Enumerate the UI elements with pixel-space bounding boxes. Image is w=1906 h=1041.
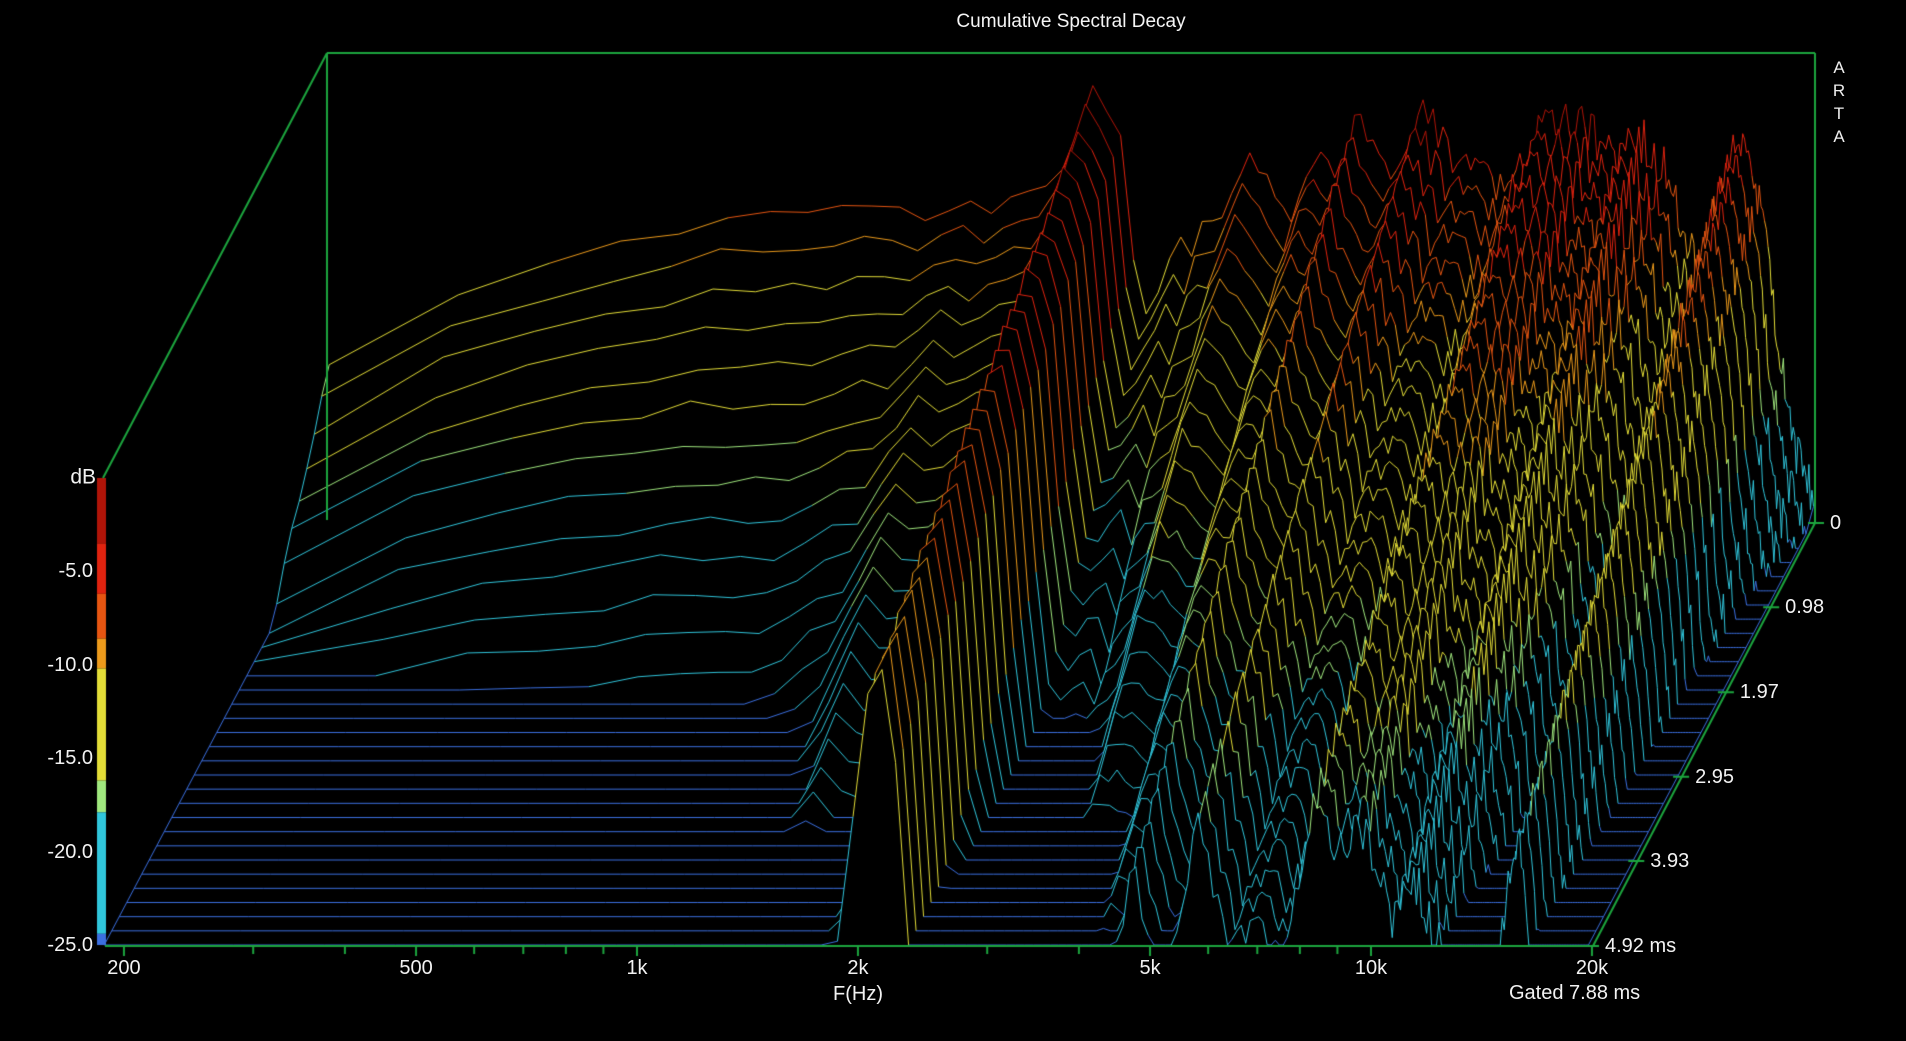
freq-axis-label: F(Hz) — [833, 983, 883, 1005]
gate-time-label: Gated 7.88 ms — [1509, 982, 1641, 1004]
freq-tick-label-2k: 2k — [847, 957, 869, 979]
arta-watermark-letter: A — [1833, 58, 1845, 77]
time-tick-label-0.98: 0.98 — [1785, 596, 1825, 619]
freq-tick-label-500: 500 — [399, 957, 433, 979]
time-tick-label-3.93: 3.93 — [1650, 849, 1690, 872]
db-tick-label--25.0: -25.0 — [47, 934, 93, 956]
chart-title: Cumulative Spectral Decay — [956, 11, 1186, 32]
time-tick-label-4.92: 4.92 ms — [1605, 935, 1677, 957]
freq-tick-label-1k: 1k — [626, 957, 648, 979]
freq-tick-label-10k: 10k — [1354, 957, 1388, 979]
arta-watermark-letter: R — [1832, 81, 1846, 100]
time-tick-label-1.97: 1.97 — [1739, 681, 1779, 704]
db-tick-label--20.0: -20.0 — [47, 840, 93, 863]
db-tick-label--10.0: -10.0 — [47, 653, 93, 676]
db-tick-label--15.0: -15.0 — [47, 747, 93, 770]
db-tick-label--5.0: -5.0 — [58, 560, 93, 583]
freq-tick-label-5k: 5k — [1139, 957, 1161, 979]
freq-tick-label-20k: 20k — [1575, 957, 1609, 979]
arta-watermark-letter: A — [1833, 127, 1845, 146]
time-tick-label-0: 0 — [1830, 512, 1842, 534]
time-tick-label-2.95: 2.95 — [1695, 765, 1735, 788]
freq-tick-label-200: 200 — [107, 957, 141, 979]
arta-watermark-letter: T — [1833, 104, 1845, 123]
db-axis-unit-label: dB — [70, 465, 96, 489]
